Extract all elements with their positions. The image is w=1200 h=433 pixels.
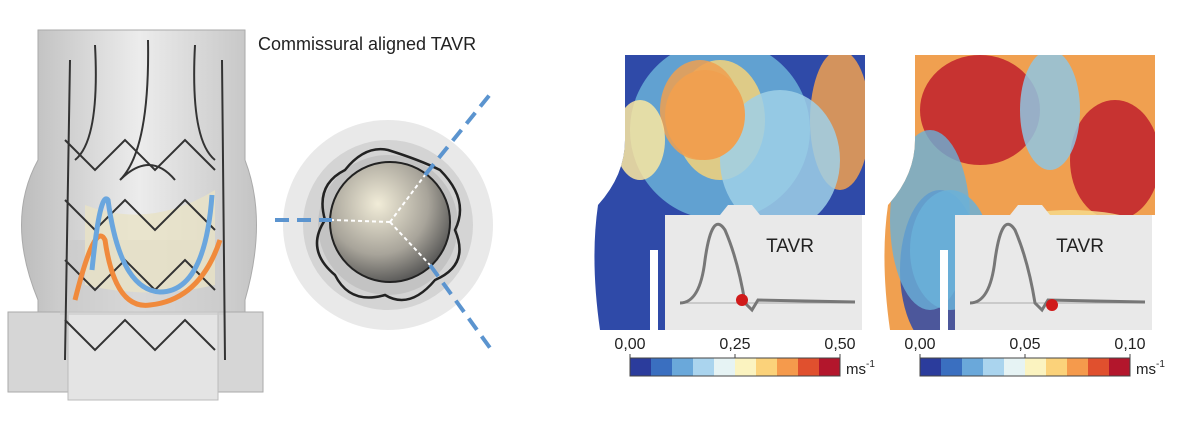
colorbar-cell (819, 358, 841, 376)
flow-panel: TAVR 0,00 0,25 0,50 ms-1 (594, 55, 875, 378)
inset-box (955, 205, 1152, 330)
colorbar-tick-label: 0,50 (824, 336, 855, 353)
colorbar-cell (983, 358, 1005, 376)
colorbar-cell (1025, 358, 1047, 376)
unit: ms (1136, 361, 1156, 378)
colorbar-cell (920, 358, 942, 376)
field-patch (665, 70, 745, 160)
time-marker (736, 294, 748, 306)
waveform (679, 222, 856, 313)
field-patch (890, 130, 970, 310)
stent-illustration (7, 29, 264, 401)
colorbar-cell (962, 358, 984, 376)
colorbar-cell (735, 358, 757, 376)
colorbar-cell (1109, 358, 1131, 376)
inset-label: TAVR (1056, 236, 1104, 257)
colorbar-tick-label: 0,25 (719, 336, 750, 353)
colorbar-unit: ms-1 (846, 359, 875, 378)
colorbar-cell (651, 358, 673, 376)
colorbar-cell (1004, 358, 1026, 376)
colorbar-unit: ms-1 (1136, 359, 1165, 378)
colorbar-tick-label: 0,10 (1114, 336, 1145, 353)
colorbar-cell (756, 358, 778, 376)
unit-exponent: -1 (1156, 359, 1165, 370)
inset-tab (940, 250, 948, 330)
colorbar-cell (1046, 358, 1068, 376)
colorbar-cell (693, 358, 715, 376)
colorbar-cell (777, 358, 799, 376)
colorbar-cell (941, 358, 963, 376)
valve-top-view (275, 90, 495, 354)
colorbar-cell (1067, 358, 1089, 376)
field-patch (920, 55, 1040, 165)
time-marker (1046, 299, 1058, 311)
colorbar-tick-label: 0,05 (1009, 336, 1040, 353)
inset-box (665, 205, 862, 330)
figure-title: Commissural aligned TAVR (258, 34, 476, 54)
waveform (969, 222, 1146, 313)
field-patch (720, 90, 840, 230)
colorbar-cell (672, 358, 694, 376)
colorbar-tick-label: 0,00 (904, 336, 935, 353)
field-patch (615, 100, 665, 180)
colorbar-cell (1088, 358, 1110, 376)
unit-exponent: -1 (866, 359, 875, 370)
colorbar-tick-label: 0,00 (614, 336, 645, 353)
inset-tab (650, 250, 658, 330)
field-patch (1070, 100, 1155, 220)
unit: ms (846, 361, 866, 378)
inset-label: TAVR (766, 236, 814, 257)
colorbar-cell (630, 358, 652, 376)
colorbar-cell (714, 358, 736, 376)
colorbar-cell (798, 358, 820, 376)
flow-panel: TAVR 0,00 0,05 0,10 ms-1 (884, 55, 1165, 378)
field-patch (1020, 55, 1080, 170)
